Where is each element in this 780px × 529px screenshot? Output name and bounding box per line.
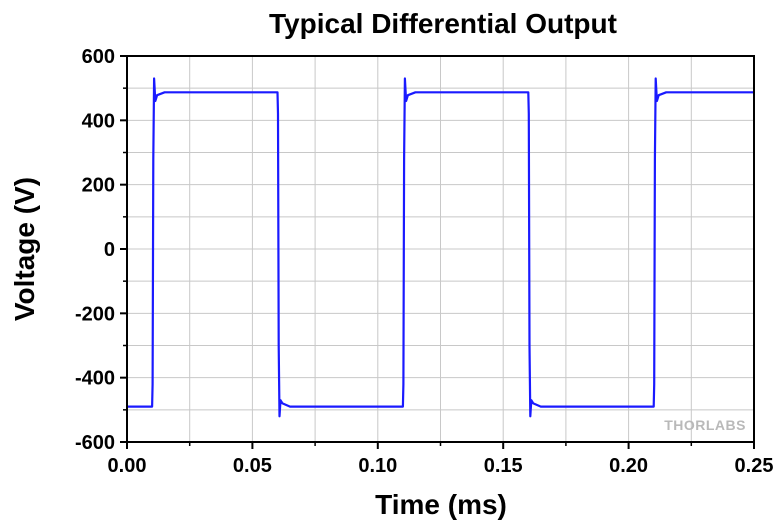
y-tick-label: -200 xyxy=(75,303,115,325)
x-tick-label: 0.20 xyxy=(609,455,648,477)
y-tick-label: 600 xyxy=(82,46,115,68)
series-layer xyxy=(127,77,754,418)
x-tick-label: 0.25 xyxy=(735,455,774,477)
y-axis-label: Voltage (V) xyxy=(9,177,40,321)
y-tick-label: 400 xyxy=(82,110,115,132)
x-tick-label: 0.05 xyxy=(233,455,272,477)
y-tick-label: 200 xyxy=(82,175,115,197)
voltage-series-line xyxy=(127,77,754,418)
y-tick-label: -400 xyxy=(75,368,115,390)
ticks xyxy=(120,55,755,449)
thorlabs-watermark: THORLABS xyxy=(664,417,746,433)
y-tick-label: 0 xyxy=(104,239,115,261)
grid xyxy=(127,56,754,442)
y-tick-label: -600 xyxy=(75,432,115,454)
x-tick-label: 0.00 xyxy=(108,455,147,477)
x-tick-label: 0.15 xyxy=(484,455,523,477)
chart-title: Typical Differential Output xyxy=(269,8,617,39)
tick-labels: 0.00 0.05 0.10 0.15 0.20 0.25 600 400 200 0 -200 -4… xyxy=(75,46,774,477)
x-axis-label: Time (ms) xyxy=(375,489,507,520)
x-tick-label: 0.10 xyxy=(358,455,397,477)
